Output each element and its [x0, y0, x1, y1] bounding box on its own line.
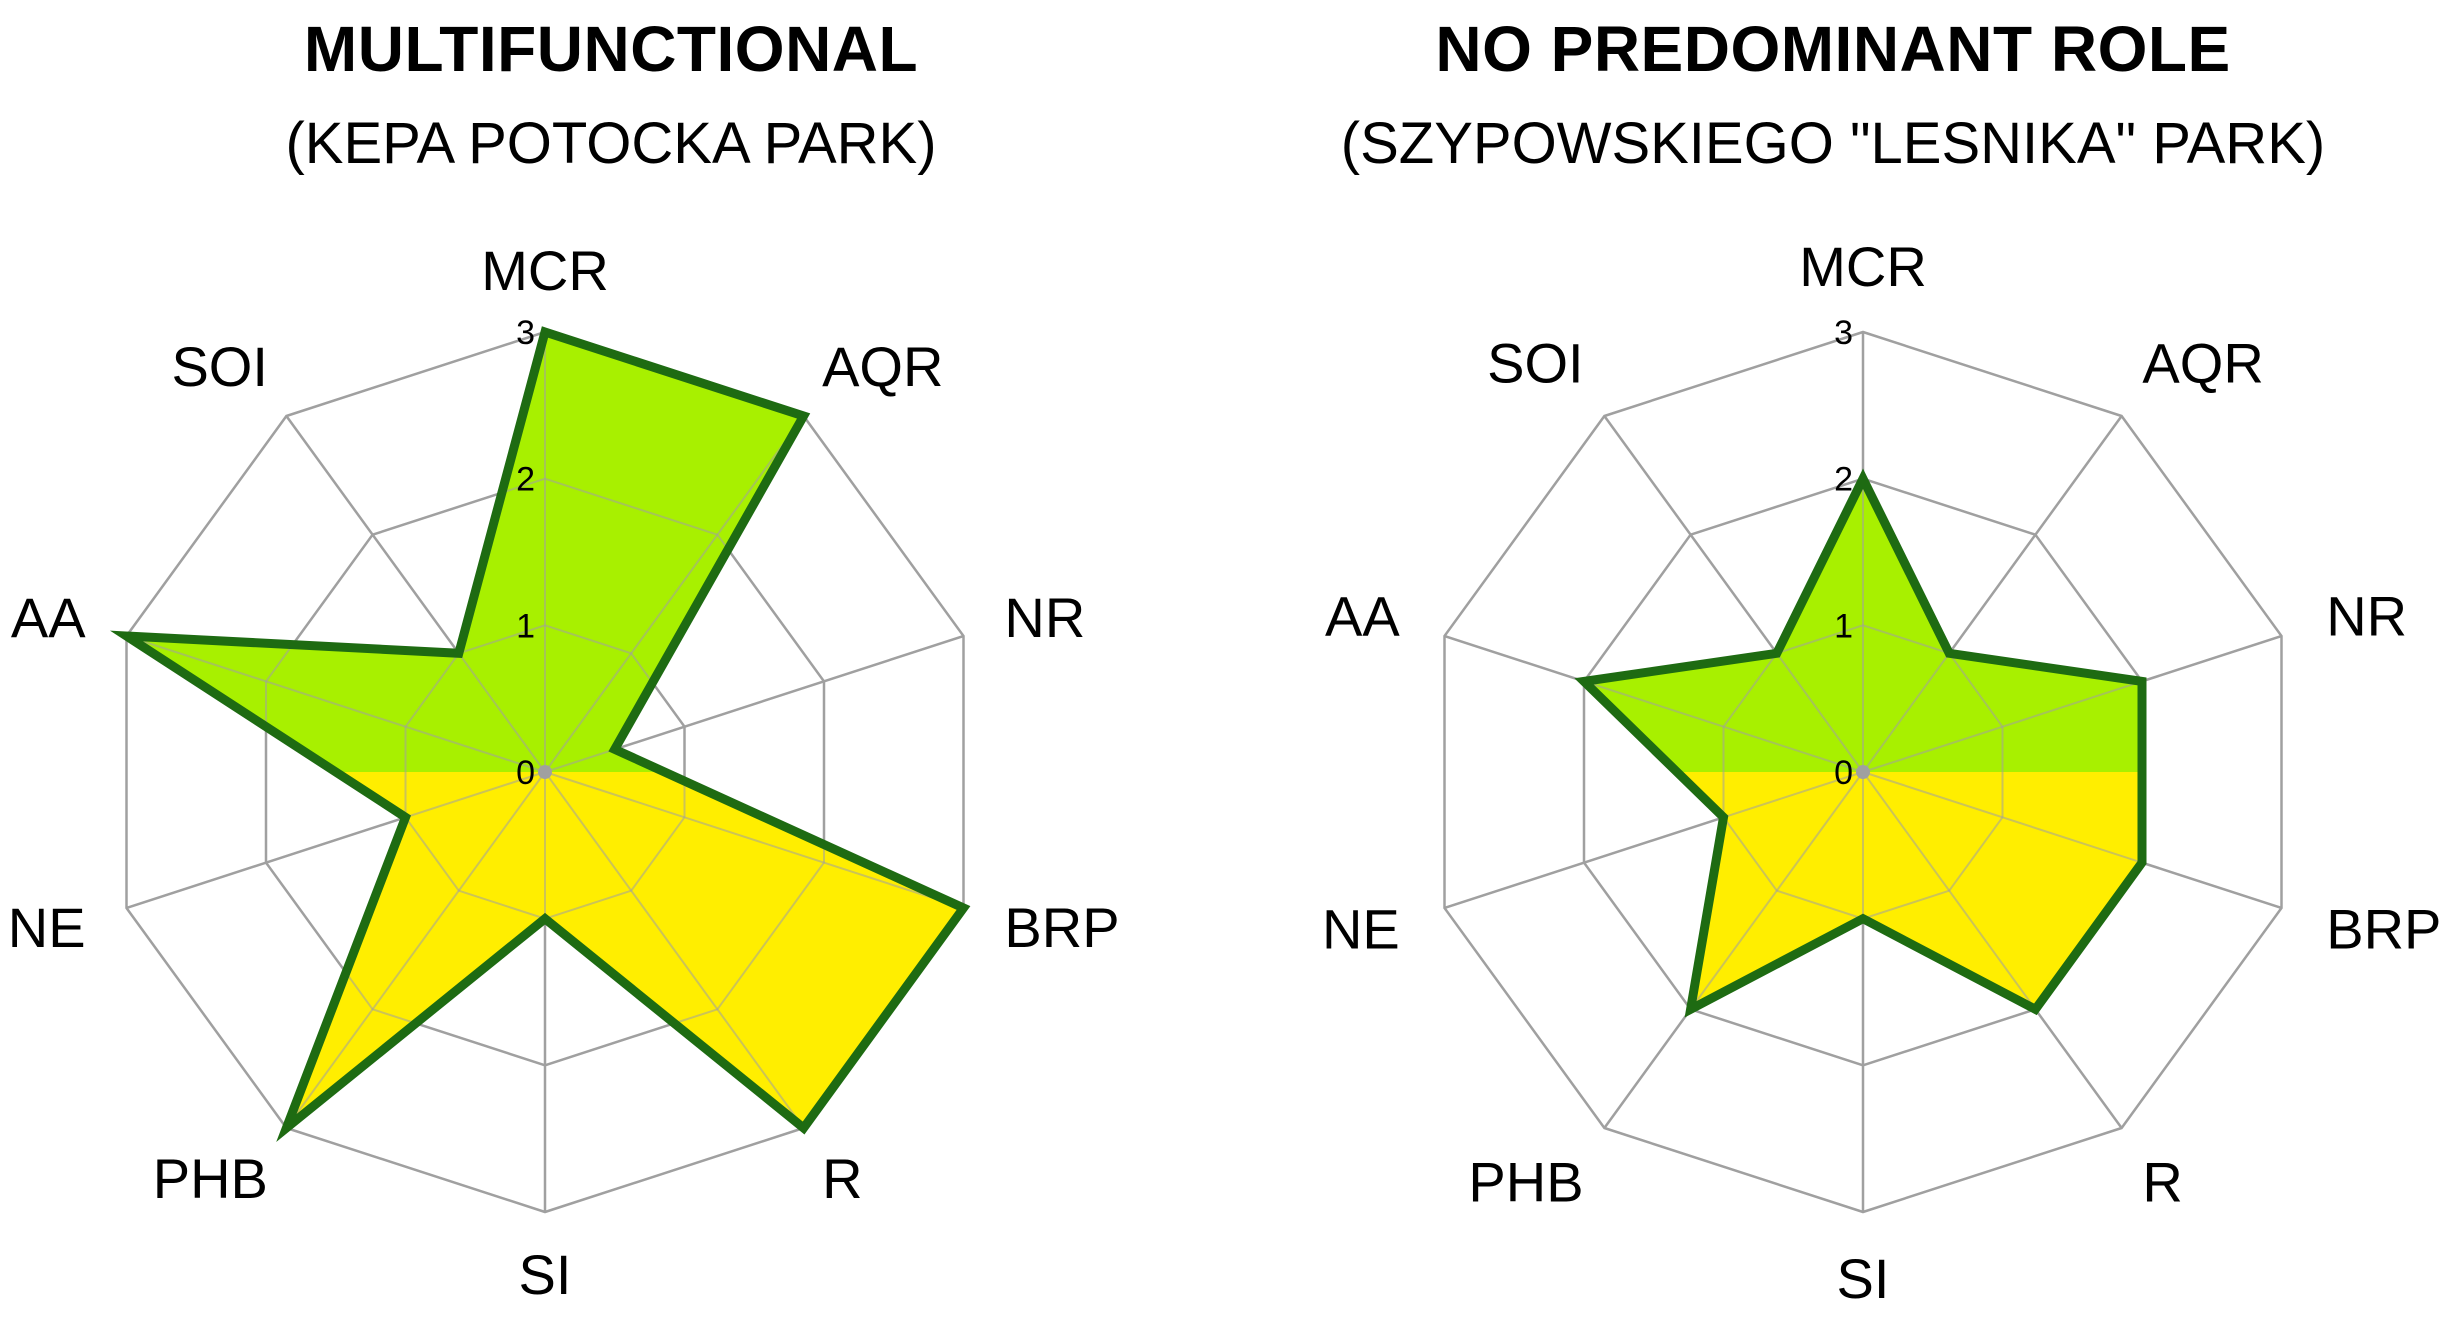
- spoke-overlay-ne: [1444, 771, 1864, 909]
- radar-chart: 0 1 2 3 MCR AQR NR BRP R SI PHB NE AA SOI: [8, 239, 1120, 1306]
- tick-label-1: 1: [1834, 607, 1853, 645]
- spoke-overlay-r: [1862, 771, 2123, 1129]
- spoke-overlay-aqr: [1862, 415, 2123, 773]
- area-lower-fill: [1677, 772, 2142, 1010]
- axis-label-nr: NR: [2326, 585, 2407, 648]
- axis-label-aa: AA: [1325, 585, 1400, 648]
- axis-label-phb: PHB: [1468, 1150, 1583, 1213]
- axis-label-mcr: MCR: [481, 239, 609, 302]
- axis-label-soi: SOI: [171, 335, 267, 398]
- axis-label-phb: PHB: [153, 1147, 268, 1210]
- spoke-overlay-r: [544, 771, 805, 1129]
- spoke-overlay-phb: [1603, 771, 1864, 1129]
- spoke-overlay-aa: [126, 635, 546, 773]
- tick-label-1: 1: [516, 607, 535, 645]
- spoke-overlay-ne: [126, 771, 546, 909]
- chart-subtitle: (SZYPOWSKIEGO "LESNIKA" PARK): [1340, 111, 2326, 176]
- data-outline: [1574, 468, 2147, 1018]
- tick-label-3: 3: [1834, 314, 1853, 352]
- spoke-overlay-nr: [1862, 635, 2282, 773]
- radar-chart: 0 1 2 3 MCR AQR NR BRP R SI PHB NE AA SOI: [1322, 235, 2441, 1310]
- chart-title: MULTIFUNCTIONAL: [303, 13, 919, 85]
- axis-label-soi: SOI: [1487, 332, 1583, 395]
- axis-label-aqr: AQR: [2142, 332, 2263, 395]
- axis-label-si: SI: [1837, 1247, 1890, 1310]
- axis-label-brp: BRP: [1004, 896, 1119, 959]
- spoke-overlay-soi: [1603, 415, 1864, 773]
- center-dot: [1856, 765, 1870, 779]
- axis-label-mcr: MCR: [1799, 235, 1927, 298]
- radar-panel-multifunctional: MULTIFUNCTIONAL (KEPA POTOCKA PARK) 0 1 2 3…: [8, 13, 1120, 1306]
- tick-label-3: 3: [516, 314, 535, 352]
- spoke-overlay-brp: [544, 771, 964, 909]
- axis-label-aqr: AQR: [822, 335, 943, 398]
- axis-label-brp: BRP: [2326, 897, 2441, 960]
- tick-label-2: 2: [1834, 461, 1853, 499]
- chart-title: NO PREDOMINANT ROLE: [1435, 13, 2231, 85]
- spoke-overlay-brp: [1862, 771, 2282, 909]
- area-upper-fill: [126, 332, 804, 772]
- tick-label-2: 2: [516, 461, 535, 499]
- area-lower-fill: [286, 772, 964, 1128]
- center-dot: [538, 765, 552, 779]
- chart-subtitle: (KEPA POTOCKA PARK): [285, 111, 937, 176]
- axis-label-aa: AA: [11, 586, 86, 649]
- axis-label-si: SI: [519, 1243, 572, 1306]
- axis-label-ne: NE: [8, 896, 86, 959]
- spoke-overlay-aa: [1444, 635, 1864, 773]
- axis-label-r: R: [822, 1147, 862, 1210]
- spoke-overlay-phb: [285, 771, 546, 1129]
- tick-label-0: 0: [1834, 754, 1853, 792]
- axis-label-r: R: [2142, 1150, 2182, 1213]
- tick-label-0: 0: [516, 754, 535, 792]
- spoke-overlay-soi: [285, 415, 546, 773]
- radar-panel-no-predominant-role: NO PREDOMINANT ROLE (SZYPOWSKIEGO "LESNI…: [1222, 0, 2444, 1342]
- spoke-overlay-aqr: [544, 415, 805, 773]
- axis-label-ne: NE: [1322, 897, 1400, 960]
- data-outline: [109, 326, 971, 1143]
- axis-label-nr: NR: [1004, 586, 1085, 649]
